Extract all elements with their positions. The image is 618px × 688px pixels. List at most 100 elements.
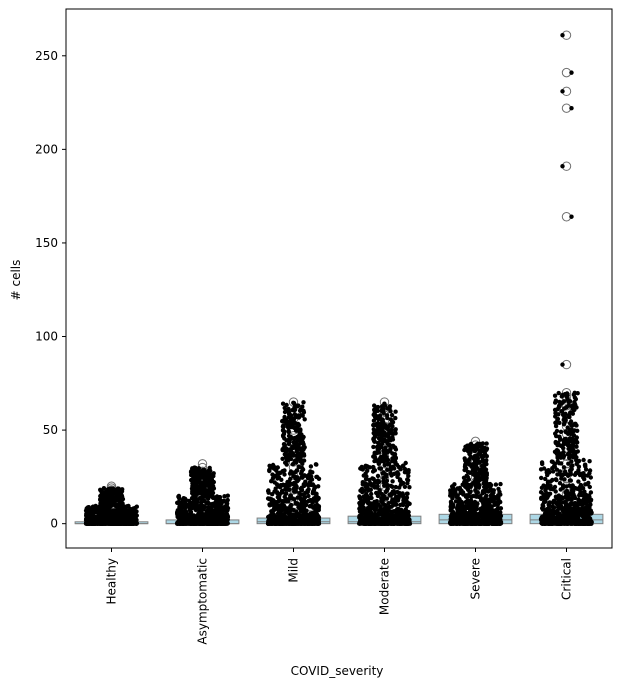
strip-point <box>379 404 385 409</box>
strip-point <box>465 482 471 488</box>
strip-point <box>282 414 287 420</box>
strip-point <box>273 520 279 525</box>
strip-point <box>498 481 503 487</box>
strip-point <box>375 493 381 499</box>
strip-point <box>368 504 373 509</box>
strip-point <box>388 471 393 476</box>
strip-point <box>205 500 211 505</box>
strip-point <box>462 479 467 485</box>
strip-point <box>287 482 292 488</box>
strip-point <box>302 417 307 422</box>
strip-point <box>450 496 455 501</box>
strip-point <box>207 477 212 482</box>
strip-point <box>371 465 376 470</box>
strip-point <box>200 503 205 509</box>
strip-point <box>463 520 468 525</box>
strip-point <box>471 503 476 508</box>
strip-point <box>108 521 114 526</box>
strip-point <box>200 485 206 490</box>
strip-point <box>311 510 317 515</box>
strip-point <box>471 472 476 477</box>
strip-point <box>482 461 487 466</box>
strip-point <box>185 518 190 523</box>
strip-point <box>294 468 299 473</box>
strip-point <box>398 467 403 472</box>
strip-point <box>385 406 390 411</box>
strip-point <box>389 491 394 496</box>
strip-point <box>275 495 281 500</box>
strip-point <box>104 493 110 498</box>
strip-point <box>463 461 469 466</box>
strip-point <box>404 503 410 509</box>
strip-point <box>380 471 385 476</box>
strip-point <box>281 423 286 428</box>
strip-point <box>301 496 307 501</box>
strip-point <box>190 491 196 496</box>
strip-point <box>222 507 227 512</box>
strip-point <box>461 517 466 522</box>
strip-point <box>98 509 103 515</box>
strip-point <box>217 521 222 526</box>
strip-point <box>286 433 292 439</box>
strip-point <box>379 421 384 427</box>
strip-point <box>567 455 572 461</box>
strip-point <box>485 521 490 526</box>
strip-point <box>475 454 480 460</box>
strip-point <box>495 505 501 510</box>
strip-point <box>272 507 277 512</box>
strip-point <box>281 442 287 447</box>
strip-point <box>308 519 314 525</box>
strip-point <box>92 514 97 519</box>
strip-point <box>283 491 288 497</box>
strip-point <box>366 516 371 521</box>
strip-point <box>385 467 390 472</box>
strip-point <box>478 494 483 499</box>
strip-points-healthy <box>83 486 139 526</box>
strip-point <box>558 437 563 442</box>
strip-point <box>285 424 290 430</box>
strip-point <box>474 483 480 488</box>
strip-point <box>481 521 486 526</box>
strip-point <box>303 479 308 484</box>
strip-point <box>119 493 124 498</box>
strip-point <box>406 520 412 526</box>
strip-point <box>380 437 385 443</box>
strip-point <box>483 513 489 518</box>
strip-point <box>183 497 189 503</box>
strip-point <box>206 506 212 511</box>
strip-point <box>105 515 110 520</box>
strip-point <box>358 495 363 501</box>
strip-point <box>373 514 378 519</box>
strip-point <box>315 474 320 480</box>
strip-point <box>282 452 287 457</box>
strip-point <box>131 512 136 517</box>
strip-point <box>293 421 299 426</box>
strip-point <box>302 521 307 526</box>
strip-point <box>105 487 110 492</box>
plot-area <box>74 30 604 526</box>
strip-point <box>361 473 366 478</box>
strip-point <box>288 504 293 509</box>
strip-point <box>308 464 314 469</box>
strip-point <box>223 514 228 519</box>
strip-point <box>284 438 289 443</box>
strip-point <box>470 481 476 486</box>
strip-point <box>304 508 309 513</box>
strip-point <box>453 499 459 504</box>
strip-point <box>315 504 321 509</box>
strip-point <box>465 474 470 480</box>
strip-point <box>371 444 376 450</box>
strip-point <box>312 520 317 526</box>
strip-point <box>401 463 406 468</box>
strip-point <box>472 518 478 523</box>
strip-point <box>124 504 129 509</box>
strip-point <box>482 505 487 510</box>
strip-point <box>477 520 482 526</box>
strip-point <box>402 466 408 472</box>
strip-point <box>588 490 594 495</box>
strip-point <box>267 468 272 474</box>
strip-point <box>99 521 104 526</box>
strip-point <box>291 436 296 441</box>
strip-point <box>280 401 286 406</box>
strip-point <box>192 499 197 504</box>
